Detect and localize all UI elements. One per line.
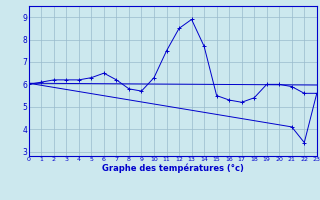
X-axis label: Graphe des températures (°c): Graphe des températures (°c) — [102, 164, 244, 173]
